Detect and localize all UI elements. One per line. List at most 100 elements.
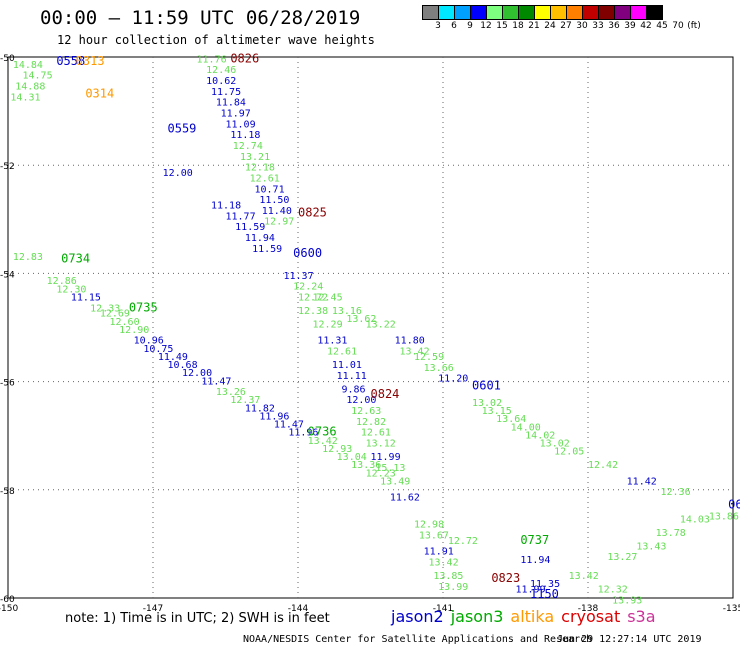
color-scale-tick: 24 xyxy=(544,21,556,31)
wave-height-value: 12.05 xyxy=(554,447,584,458)
wave-height-value: 10.62 xyxy=(206,76,236,87)
wave-height-value: 12.36 xyxy=(661,487,691,498)
longitude-label: -150 xyxy=(0,604,18,614)
longitude-label: -144 xyxy=(288,604,309,614)
pass-time-label: 0825 xyxy=(298,206,327,220)
color-scale-tick: (ft) xyxy=(687,21,701,31)
wave-height-value: 12.61 xyxy=(361,428,391,439)
wave-height-value: 13.15 xyxy=(482,406,512,417)
color-swatch xyxy=(583,6,599,19)
wave-height-value: 12.61 xyxy=(327,347,357,358)
color-scale-tick: 42 xyxy=(640,21,652,31)
color-scale-bar xyxy=(422,5,663,20)
wave-height-value: 12.90 xyxy=(119,325,149,336)
latitude-label: -58 xyxy=(0,487,15,497)
wave-height-value: 12.93 xyxy=(322,444,352,455)
wave-height-value: 13.86 xyxy=(709,512,739,523)
wave-height-value: 13.85 xyxy=(433,571,463,582)
wave-height-value: 12.29 xyxy=(313,320,343,331)
color-scale-tick: 18 xyxy=(512,21,524,31)
wave-height-value: 11.18 xyxy=(230,130,260,141)
wave-height-value: 12.00 xyxy=(182,368,212,379)
pass-time-label: 0734 xyxy=(61,252,90,266)
wave-height-value: 11.99 xyxy=(516,585,546,596)
map-frame xyxy=(7,56,734,599)
wave-height-value: 11.11 xyxy=(337,371,367,382)
color-swatch xyxy=(535,6,551,19)
wave-height-value: 15.13 xyxy=(375,463,405,474)
wave-height-value: 11.94 xyxy=(520,555,550,566)
wave-height-value: 13.36 xyxy=(351,460,381,471)
color-swatch xyxy=(455,6,471,19)
wave-height-value: 13.64 xyxy=(496,414,526,425)
wave-height-value: 13.43 xyxy=(636,541,666,552)
pass-time-label: 0824 xyxy=(371,387,400,401)
wave-height-value: 11.37 xyxy=(284,271,314,282)
wave-height-value: 11.96 xyxy=(288,428,318,439)
longitude-label: -138 xyxy=(578,604,599,614)
wave-height-value: 9.86 xyxy=(342,384,366,395)
satellite-legend: jason2 jason3 altika cryosat s3a xyxy=(391,607,663,626)
color-swatch xyxy=(423,6,439,19)
wave-height-value: 11.09 xyxy=(226,119,256,130)
satellite-legend-altika: altika xyxy=(510,607,555,626)
pass-time-label: 0736 xyxy=(308,425,337,439)
pass-time-label: 1150 xyxy=(530,587,559,601)
wave-height-value: 12.83 xyxy=(13,252,43,263)
color-scale-tick: 33 xyxy=(592,21,604,31)
color-scale-legend: 3 6 9 12 15 18 21 24 27 30 33 36 39 42 45 70 (ft) xyxy=(422,5,701,32)
wave-height-value: 11.94 xyxy=(245,233,275,244)
pass-time-label: 0601 xyxy=(472,379,501,393)
satellite-legend-jason3: jason3 xyxy=(450,607,504,626)
color-swatch xyxy=(487,6,503,19)
longitude-label: -141 xyxy=(433,604,453,614)
color-swatch xyxy=(519,6,535,19)
wave-height-value: 13.62 xyxy=(346,314,376,325)
color-scale-tick: 70 xyxy=(672,21,684,31)
wave-height-value: 10.75 xyxy=(143,344,173,355)
color-swatch xyxy=(647,6,662,19)
pass-time-label: 0602 xyxy=(728,498,740,512)
wave-height-value: 12.00 xyxy=(163,168,193,179)
color-swatch xyxy=(439,6,455,19)
color-swatch xyxy=(631,6,647,19)
color-scale-tick: 9 xyxy=(467,21,473,31)
wave-height-value: 14.03 xyxy=(680,514,710,525)
pass-time-label: 0313 xyxy=(76,54,105,68)
wave-height-value: 11.42 xyxy=(627,476,657,487)
wave-height-value: 13.42 xyxy=(429,558,459,569)
wave-height-value: 11.20 xyxy=(438,374,468,385)
pass-time-label: 0559 xyxy=(168,122,197,136)
wave-height-value: 13.49 xyxy=(380,476,410,487)
wave-height-value: 13.78 xyxy=(656,528,686,539)
satellite-legend-s3a: s3a xyxy=(627,607,656,626)
wave-height-value: 12.46 xyxy=(206,65,236,76)
color-scale-tick: 39 xyxy=(624,21,636,31)
wave-height-value: 12.23 xyxy=(366,468,396,479)
generated-timestamp: Jun 29 12:27:14 UTC 2019 xyxy=(557,634,702,645)
wave-height-value: 13.21 xyxy=(240,152,270,163)
wave-height-value: 13.04 xyxy=(337,452,367,463)
wave-height-value: 13.42 xyxy=(569,571,599,582)
color-swatch xyxy=(551,6,567,19)
wave-height-value: 12.59 xyxy=(414,352,444,363)
wave-height-value: 12.45 xyxy=(313,292,343,303)
wave-height-value: 11.40 xyxy=(262,206,292,217)
pass-time-label: 0735 xyxy=(129,300,158,314)
wave-height-value: 11.47 xyxy=(201,376,231,387)
pass-time-label: 0600 xyxy=(293,246,322,260)
wave-height-value: 13.66 xyxy=(424,363,454,374)
wave-height-value: 12.33 xyxy=(90,303,120,314)
wave-height-value: 13.42 xyxy=(400,347,430,358)
wave-height-value: 14.84 xyxy=(13,60,43,71)
footer-note: note: 1) Time is in UTC; 2) SWH is in fe… xyxy=(65,611,330,626)
pass-time-label: 0737 xyxy=(520,533,549,547)
wave-height-value: 11.75 xyxy=(211,87,241,98)
wave-height-value: 12.42 xyxy=(588,460,618,471)
longitude-label: -135 xyxy=(723,604,740,614)
wave-height-value: 14.02 xyxy=(525,430,555,441)
wave-height-value: 13.26 xyxy=(216,387,246,398)
